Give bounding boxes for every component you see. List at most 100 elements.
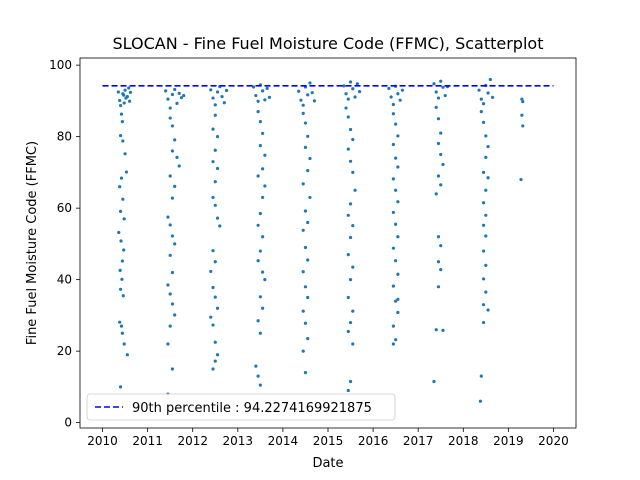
data-point bbox=[351, 342, 355, 346]
data-point bbox=[436, 141, 441, 146]
data-point bbox=[477, 88, 481, 92]
x-tick-label: 2016 bbox=[358, 434, 389, 448]
data-point bbox=[164, 89, 168, 93]
data-point bbox=[116, 90, 120, 94]
data-point bbox=[351, 170, 355, 174]
data-point bbox=[351, 137, 355, 142]
data-point bbox=[436, 260, 441, 264]
data-point bbox=[258, 249, 262, 253]
data-point bbox=[391, 102, 395, 107]
data-point bbox=[306, 337, 310, 341]
x-tick-label: 2018 bbox=[448, 434, 479, 448]
data-point bbox=[434, 105, 438, 109]
data-point bbox=[396, 165, 400, 169]
data-point bbox=[168, 106, 172, 110]
data-point bbox=[168, 116, 172, 120]
data-point bbox=[348, 127, 353, 132]
data-point bbox=[346, 329, 350, 334]
data-point bbox=[351, 87, 355, 91]
data-point bbox=[179, 96, 184, 100]
data-point bbox=[218, 224, 222, 228]
data-point bbox=[166, 97, 170, 101]
legend-entry-label: 90th percentile : 94.2274169921875 bbox=[132, 401, 372, 416]
data-point bbox=[177, 164, 181, 168]
data-point bbox=[123, 88, 127, 92]
data-point bbox=[391, 324, 395, 328]
data-point bbox=[439, 244, 443, 248]
data-point bbox=[484, 234, 488, 238]
data-point bbox=[252, 85, 256, 89]
data-point bbox=[308, 156, 312, 161]
data-point bbox=[306, 295, 310, 300]
data-point bbox=[120, 277, 124, 281]
data-point bbox=[118, 98, 122, 103]
data-point bbox=[119, 112, 124, 116]
data-point bbox=[215, 135, 220, 139]
data-point bbox=[520, 97, 524, 101]
data-point bbox=[396, 200, 400, 204]
data-point bbox=[261, 195, 265, 200]
data-point bbox=[261, 167, 265, 171]
data-point bbox=[398, 98, 402, 102]
data-point bbox=[306, 93, 310, 97]
data-point bbox=[213, 103, 217, 107]
data-point bbox=[342, 84, 346, 88]
data-point bbox=[170, 92, 175, 97]
data-point bbox=[301, 270, 305, 274]
data-point bbox=[123, 152, 127, 156]
data-point bbox=[484, 213, 488, 217]
data-point bbox=[303, 209, 308, 213]
data-point bbox=[301, 228, 305, 232]
data-point bbox=[484, 263, 488, 267]
data-point bbox=[432, 379, 436, 384]
data-point bbox=[346, 115, 350, 119]
data-point bbox=[303, 245, 308, 250]
data-point bbox=[122, 101, 126, 105]
data-point bbox=[355, 82, 359, 86]
data-point bbox=[166, 215, 170, 219]
data-point bbox=[125, 353, 129, 357]
data-point bbox=[170, 367, 175, 371]
data-point bbox=[344, 106, 348, 110]
data-point bbox=[441, 328, 445, 333]
data-point bbox=[256, 223, 260, 227]
data-point bbox=[436, 96, 441, 100]
data-point bbox=[396, 297, 400, 301]
data-point bbox=[396, 272, 400, 276]
data-point bbox=[357, 90, 362, 94]
data-point bbox=[215, 353, 220, 357]
data-point bbox=[166, 342, 170, 346]
data-point bbox=[346, 253, 350, 257]
data-point bbox=[389, 95, 393, 99]
data-point bbox=[351, 224, 355, 228]
data-point bbox=[119, 239, 123, 243]
data-point bbox=[394, 122, 398, 126]
x-tick-label: 2013 bbox=[223, 434, 254, 448]
data-point bbox=[256, 319, 260, 323]
data-point bbox=[211, 96, 215, 100]
data-point bbox=[484, 188, 488, 192]
data-point bbox=[224, 88, 229, 93]
data-point bbox=[346, 147, 350, 151]
y-tick-label: 0 bbox=[64, 416, 72, 430]
data-point bbox=[481, 320, 486, 325]
x-axis: 2010 2011 2012 2013 2014 2015 2016 2017 2018 2019… bbox=[87, 428, 569, 448]
x-tick-label: 2019 bbox=[493, 434, 524, 448]
x-tick-label: 2010 bbox=[87, 434, 118, 448]
data-point bbox=[301, 309, 305, 313]
data-point bbox=[299, 98, 303, 102]
data-point bbox=[484, 134, 488, 138]
data-point bbox=[351, 265, 355, 269]
data-point bbox=[394, 156, 398, 160]
data-point bbox=[346, 97, 350, 101]
data-point bbox=[120, 259, 124, 263]
data-point bbox=[481, 223, 486, 227]
y-tick-label: 20 bbox=[57, 344, 72, 358]
y-tick-label: 60 bbox=[57, 201, 72, 215]
data-point bbox=[348, 80, 353, 84]
data-point bbox=[434, 328, 438, 332]
data-point bbox=[303, 285, 308, 289]
data-point bbox=[173, 87, 177, 92]
data-point bbox=[254, 364, 258, 368]
data-point bbox=[215, 166, 220, 171]
